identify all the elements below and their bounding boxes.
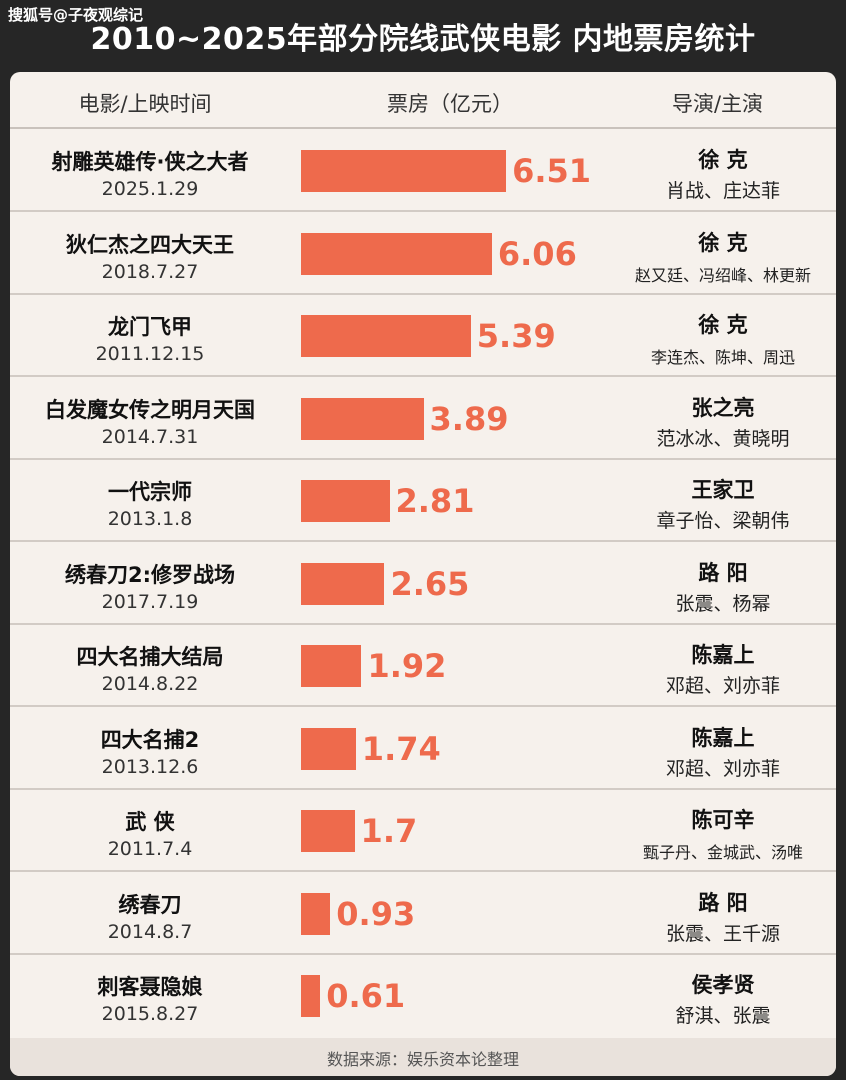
- table-header: 电影/上映时间 票房（亿元） 导演/主演: [0, 78, 846, 126]
- cast-names: 赵又廷、冯绍峰、林更新: [634, 265, 811, 285]
- box-office-value-label: 0.61: [326, 977, 406, 1015]
- row-divider: [10, 292, 836, 295]
- release-date: 2015.8.27: [101, 1003, 199, 1025]
- row-divider: [10, 622, 836, 625]
- box-office-value-label: 2.65: [390, 564, 470, 603]
- row-divider: [10, 540, 836, 542]
- row-divider: [10, 457, 836, 460]
- row-divider: [10, 375, 836, 377]
- director-name: 路 阳: [698, 560, 748, 585]
- box-office-value-label: 3.89: [429, 399, 509, 438]
- box-office-bar: [301, 975, 321, 1017]
- cast-names: 张震、王千源: [665, 922, 780, 945]
- movie-title: 刺客聂隐娘: [97, 975, 203, 999]
- box-office-value-label: 0.93: [336, 894, 416, 933]
- table-row: 四大名捕2 2013.12.6 1.74 陈嘉上邓超、刘亦菲: [10, 708, 836, 790]
- row-divider: [10, 952, 836, 955]
- table-row: 龙门飞甲 2011.12.15 5.39 徐 克李连杰、陈坤、周迅: [10, 295, 836, 377]
- box-office-bar: [301, 562, 385, 605]
- box-office-bar: [301, 480, 390, 522]
- box-office-value-label: 2.81: [395, 482, 475, 520]
- table-row: 刺客聂隐娘 2015.8.27 0.61 侯孝贤舒淇、张震: [10, 955, 836, 1037]
- row-divider: [10, 705, 836, 707]
- release-date: 2013.1.8: [107, 508, 193, 530]
- row-divider: [10, 210, 836, 212]
- header-director-cast: 导演/主演: [671, 92, 764, 116]
- box-office-value-label: 1.92: [367, 647, 447, 685]
- box-office-bar: [301, 727, 356, 770]
- director-name: 陈嘉上: [691, 725, 755, 750]
- cast-names: 范冰冰、黄晓明: [656, 427, 790, 450]
- release-date: 2011.12.15: [95, 343, 205, 365]
- release-date: 2014.7.31: [101, 425, 199, 448]
- release-date: 2014.8.22: [101, 673, 199, 695]
- cast-names: 章子怡、梁朝伟: [656, 510, 790, 532]
- movie-title: 龙门飞甲: [108, 315, 192, 339]
- release-date: 2025.1.29: [101, 178, 199, 200]
- director-name: 徐 克: [698, 313, 748, 337]
- table-row: 一代宗师 2013.1.8 2.81 王家卫章子怡、梁朝伟: [10, 460, 836, 542]
- box-office-bar: [301, 892, 331, 935]
- movie-title: 白发魔女传之明月天国: [45, 397, 255, 422]
- watermark: 搜狐号@子夜观综记: [8, 6, 144, 24]
- cast-names: 邓超、刘亦菲: [665, 675, 780, 697]
- box-office-bar: [301, 397, 424, 440]
- cast-names: 肖战、庄达菲: [665, 180, 780, 202]
- chart-title: 2010~2025年部分院线武侠电影 内地票房统计: [90, 22, 756, 57]
- cast-names: 邓超、刘亦菲: [665, 757, 780, 780]
- cast-names: 李连杰、陈坤、周迅: [650, 348, 795, 367]
- header-box-office: 票房（亿元）: [387, 92, 513, 116]
- director-name: 徐 克: [698, 148, 748, 172]
- release-date: 2017.7.19: [101, 590, 199, 613]
- box-office-bar: [301, 315, 471, 357]
- release-date: 2011.7.4: [107, 838, 193, 860]
- director-name: 王家卫: [691, 478, 755, 502]
- row-divider: [10, 870, 836, 872]
- table-row: 绣春刀 2014.8.7 0.93 路 阳张震、王千源: [10, 873, 836, 955]
- box-office-bar: [301, 645, 362, 687]
- movie-title: 绣春刀: [118, 892, 182, 917]
- table-row: 白发魔女传之明月天国 2014.7.31 3.89 张之亮范冰冰、黄晓明: [10, 378, 836, 460]
- header-movie: 电影/上映时间: [78, 92, 212, 116]
- table-row: 武 侠 2011.7.4 1.7 陈可辛甄子丹、金城武、汤唯: [10, 790, 836, 872]
- box-office-value-label: 1.74: [361, 729, 441, 768]
- cast-names: 甄子丹、金城武、汤唯: [642, 843, 803, 862]
- director-name: 张之亮: [691, 395, 755, 420]
- release-date: 2018.7.27: [101, 260, 199, 283]
- cast-names: 张震、杨幂: [675, 592, 771, 615]
- cast-names: 舒淇、张震: [675, 1005, 771, 1027]
- box-office-value-label: 6.51: [512, 152, 592, 190]
- director-name: 徐 克: [698, 230, 748, 255]
- table-row: 绣春刀2:修罗战场 2017.7.19 2.65 路 阳张震、杨幂: [10, 543, 836, 625]
- director-name: 侯孝贤: [691, 973, 755, 997]
- box-office-bar: [301, 810, 355, 852]
- row-divider: [10, 787, 836, 790]
- table-row: 狄仁杰之四大天王 2018.7.27 6.06 徐 克赵又廷、冯绍峰、林更新: [10, 213, 836, 295]
- table-row: 射雕英雄传·侠之大者 2025.1.29 6.51 徐 克肖战、庄达菲: [10, 130, 836, 212]
- release-date: 2013.12.6: [101, 755, 199, 778]
- box-office-value-label: 5.39: [476, 317, 556, 355]
- box-office-value-label: 6.06: [497, 234, 577, 273]
- box-office-bar: [301, 232, 492, 275]
- header-divider: [10, 127, 836, 129]
- movie-title: 狄仁杰之四大天王: [66, 232, 234, 257]
- director-name: 陈嘉上: [691, 643, 755, 667]
- movie-title: 四大名捕2: [100, 727, 200, 752]
- table-row: 四大名捕大结局 2014.8.22 1.92 陈嘉上邓超、刘亦菲: [10, 625, 836, 707]
- director-name: 路 阳: [698, 890, 748, 915]
- source-note: 数据来源：娱乐资本论整理: [326, 1050, 519, 1069]
- movie-title: 武 侠: [125, 810, 175, 834]
- director-name: 陈可辛: [691, 808, 755, 832]
- movie-title: 一代宗师: [108, 480, 192, 504]
- movie-title: 射雕英雄传·侠之大者: [51, 150, 249, 174]
- box-office-value-label: 1.7: [360, 812, 418, 850]
- movie-title: 四大名捕大结局: [76, 645, 224, 669]
- footer: 数据来源：娱乐资本论整理: [10, 1038, 836, 1076]
- release-date: 2014.8.7: [107, 920, 193, 943]
- movie-title: 绣春刀2:修罗战场: [64, 562, 235, 587]
- box-office-bar: [301, 150, 507, 192]
